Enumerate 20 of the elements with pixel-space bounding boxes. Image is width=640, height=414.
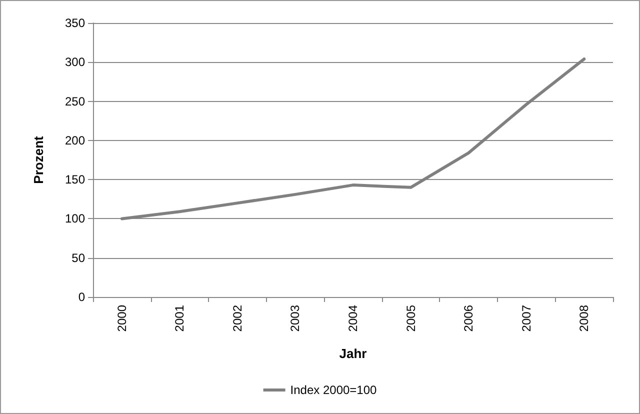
y-tick-label: 0 [78,290,86,304]
y-tick-label: 250 [64,94,86,108]
y-tick-label: 100 [64,212,86,226]
x-tick-label: 2007 [519,304,534,332]
x-tick-label: 2001 [172,304,187,332]
x-tick-label: 2002 [230,304,244,332]
x-axis-title: Jahr [339,346,367,361]
x-tick-label: 2004 [346,304,360,332]
x-tick-label: 2005 [404,304,418,332]
y-tick-label: 50 [72,250,86,265]
legend-label: Index 2000=100 [290,383,378,397]
y-tick-label: 200 [64,133,86,148]
y-tick-label: 300 [64,55,86,70]
x-tick-label: 2000 [114,304,129,332]
y-axis-title: Prozent [31,135,46,184]
y-tick-label: 150 [64,172,86,187]
x-tick-label: 2006 [462,304,476,332]
x-tick-label: 2008 [577,304,592,332]
x-tick-label: 2003 [288,304,302,332]
y-tick-label: 350 [64,16,86,30]
